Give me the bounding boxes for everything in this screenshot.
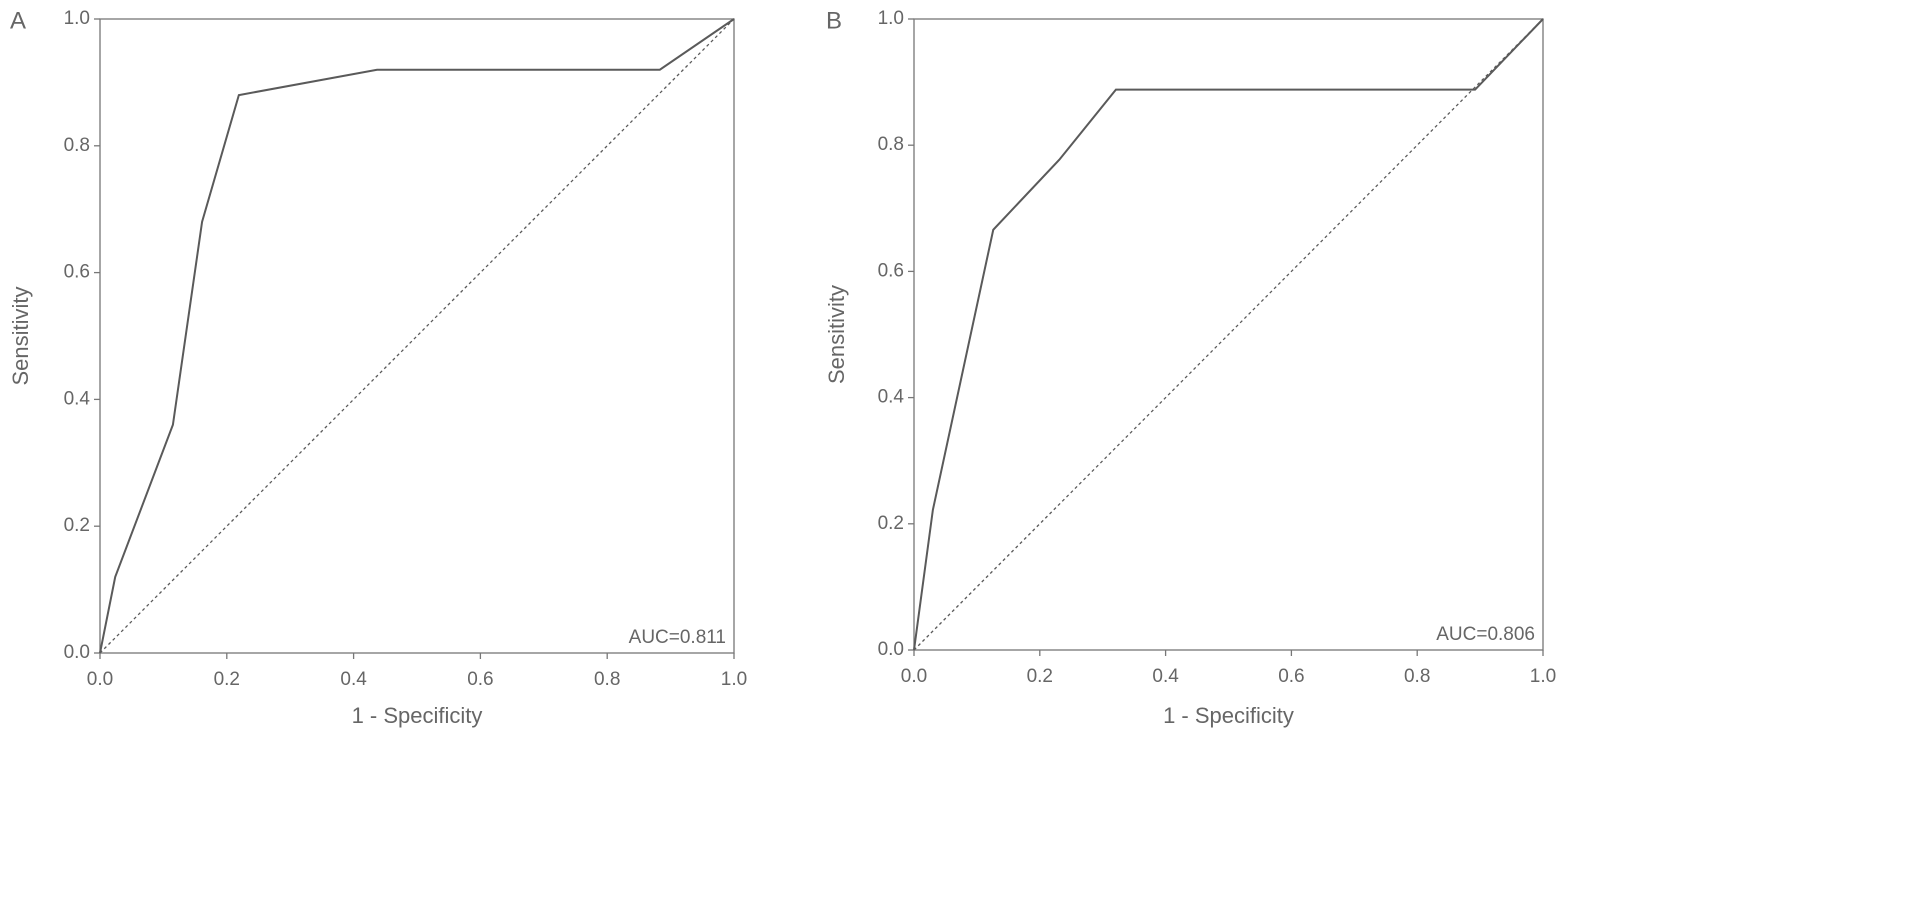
y-tick-label: 0.8 — [878, 134, 904, 155]
roc-curve — [913, 18, 1544, 651]
x-tick-label: 0.4 — [1152, 666, 1179, 687]
x-tick-label: 1.0 — [1530, 666, 1556, 687]
y-tick-label: 0.2 — [878, 513, 904, 534]
x-tick-label: 0.0 — [87, 669, 113, 690]
auc-annotation: AUC=0.811 — [629, 627, 726, 648]
y-tick-label: 0.2 — [64, 515, 90, 536]
x-tick-label: 0.2 — [1027, 666, 1053, 687]
reference-line — [99, 18, 735, 654]
plot-frame — [99, 18, 735, 654]
y-tick-label: 0.4 — [64, 388, 91, 409]
reference-line — [913, 18, 1544, 651]
y-tick-label: 0.8 — [64, 135, 90, 156]
auc-annotation: AUC=0.806 — [1436, 624, 1535, 645]
x-tick-label: 0.6 — [1278, 666, 1304, 687]
x-tick-label: 0.4 — [340, 669, 367, 690]
y-tick-label: 0.6 — [64, 262, 90, 283]
y-tick-label: 0.6 — [878, 260, 904, 281]
panel-label: B — [826, 7, 842, 34]
x-tick-label: 0.0 — [901, 666, 927, 687]
y-tick-label: 0.4 — [878, 387, 905, 408]
y-tick-label: 1.0 — [64, 8, 90, 29]
x-tick-label: 0.8 — [594, 669, 620, 690]
x-tick-label: 1.0 — [721, 669, 747, 690]
x-tick-label: 0.8 — [1404, 666, 1430, 687]
y-axis-title: Sensitivity — [824, 285, 849, 384]
y-tick-label: 1.0 — [878, 8, 904, 29]
plot-frame — [913, 18, 1544, 651]
x-tick-label: 0.2 — [214, 669, 240, 690]
panel-label: A — [10, 7, 26, 34]
x-axis-title: 1 - Specificity — [1163, 703, 1294, 728]
y-axis-title: Sensitivity — [8, 286, 33, 385]
roc-curve — [99, 18, 735, 654]
x-axis-title: 1 - Specificity — [352, 703, 483, 728]
y-tick-label: 0.0 — [878, 639, 904, 660]
y-tick-label: 0.0 — [64, 642, 90, 663]
x-tick-label: 0.6 — [467, 669, 493, 690]
